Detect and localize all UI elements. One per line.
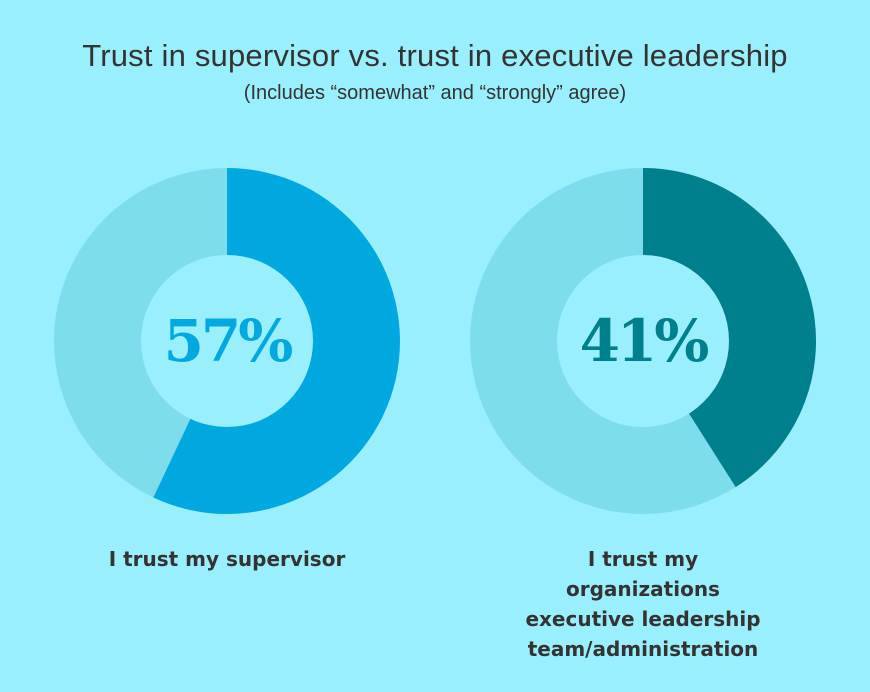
donut-chart-supervisor: 57% bbox=[54, 168, 400, 514]
chart-subtitle: (Includes “somewhat” and “strongly” agre… bbox=[243, 82, 627, 104]
category-label-line: executive leadership bbox=[525, 607, 761, 631]
category-label-leadership: I trust my organizations executive leade… bbox=[470, 544, 816, 664]
donut-svg-leadership bbox=[470, 168, 816, 514]
donut-svg-supervisor bbox=[54, 168, 400, 514]
value-label-leadership: 41% bbox=[579, 307, 710, 375]
donut-chart-leadership: 41% bbox=[470, 168, 816, 514]
category-label-line: I trust my bbox=[587, 547, 699, 571]
value-label-supervisor: 57% bbox=[163, 307, 294, 375]
category-label-supervisor: I trust my supervisor bbox=[54, 544, 400, 574]
category-label-line: organizations bbox=[566, 577, 720, 601]
category-label-line: I trust my supervisor bbox=[108, 547, 346, 571]
chart-title: Trust in supervisor vs. trust in executi… bbox=[82, 38, 788, 73]
donut-hole bbox=[557, 255, 729, 427]
donut-hole bbox=[141, 255, 313, 427]
category-label-line: team/administration bbox=[527, 637, 759, 661]
